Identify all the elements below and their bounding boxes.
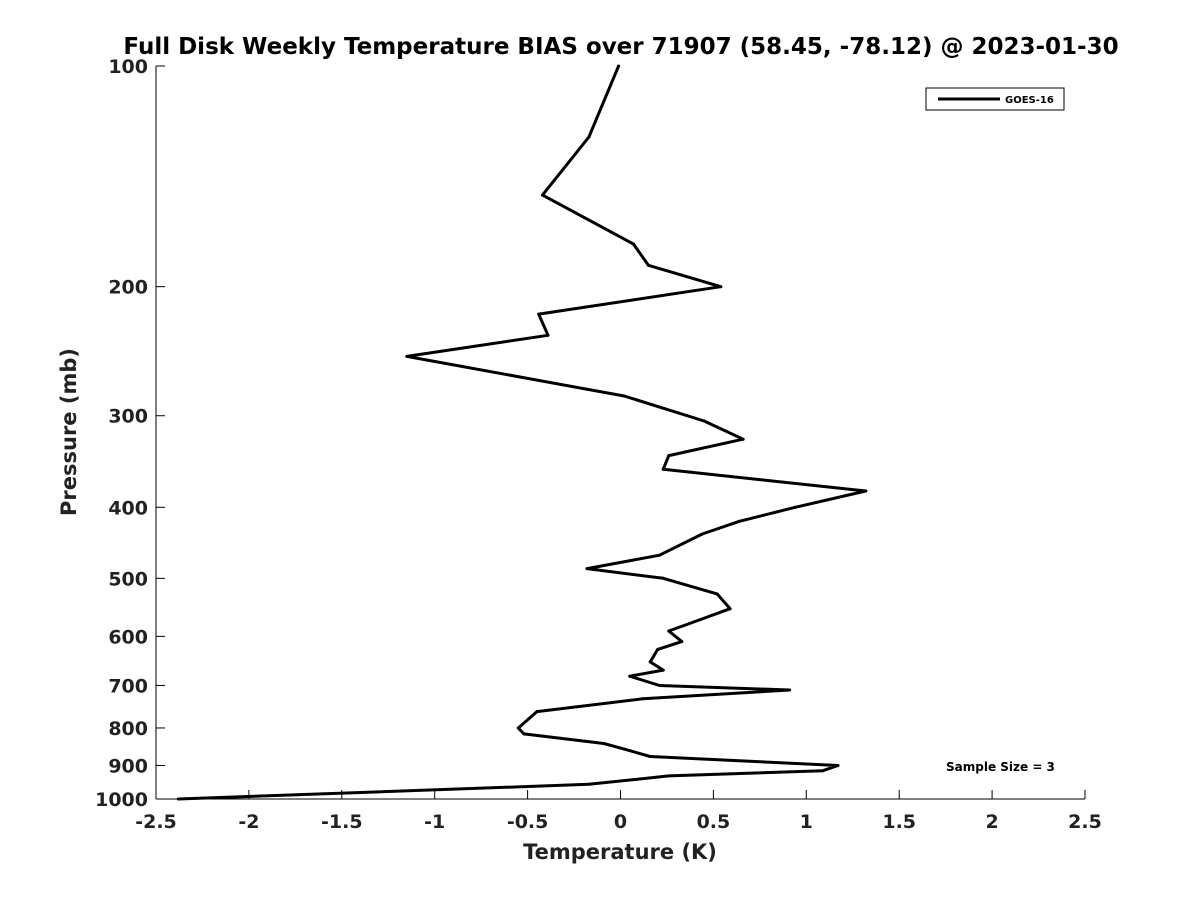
y-tick-label: 500: [108, 568, 148, 590]
y-tick-label: 100: [108, 56, 148, 78]
data-point: [405, 354, 409, 358]
x-ticks: -2.5 -2 -1.5 -1 -0.5 0 0.5 1 1.5 2 2.5: [135, 790, 1102, 833]
series-line-goes16: [178, 65, 868, 801]
x-tick-label: 2: [985, 811, 998, 833]
data-point: [646, 263, 650, 267]
data-point: [585, 567, 589, 571]
x-tick-label: -1: [424, 811, 445, 833]
data-point: [667, 629, 671, 633]
x-tick-label: 0: [614, 811, 627, 833]
x-tick-label: 0.5: [697, 811, 731, 833]
data-point: [680, 640, 684, 644]
data-point: [587, 135, 591, 139]
data-point: [617, 64, 621, 68]
data-point: [702, 419, 706, 423]
data-point: [715, 592, 719, 596]
y-tick-label: 200: [108, 277, 148, 299]
data-point: [661, 668, 665, 672]
x-tick-label: -1.5: [321, 811, 363, 833]
y-tick-label: 1000: [95, 789, 148, 811]
data-point: [648, 660, 652, 664]
data-point: [656, 647, 660, 651]
sample-size-annotation: Sample Size = 3: [946, 760, 1055, 774]
data-point: [737, 519, 741, 523]
x-tick-label: -2.5: [135, 811, 177, 833]
data-point: [700, 617, 704, 621]
legend: GOES-16: [925, 87, 1065, 111]
data-point: [667, 454, 671, 458]
y-tick-label: 400: [108, 497, 148, 519]
data-point: [661, 467, 665, 471]
data-point: [522, 732, 526, 736]
data-point: [587, 782, 591, 786]
y-tick-label: 300: [108, 406, 148, 428]
data-point: [176, 797, 180, 801]
data-point: [641, 697, 645, 701]
data-point: [516, 726, 520, 730]
data-point: [788, 688, 792, 692]
y-ticks: 100 200 300 400 500 600 700 800 900 1000: [95, 56, 165, 811]
data-point: [546, 333, 550, 337]
y-tick-label: 800: [108, 718, 148, 740]
y-tick-label: 600: [108, 626, 148, 648]
data-point: [541, 193, 544, 197]
y-tick-label: 700: [108, 675, 148, 697]
y-tick-label: 900: [108, 755, 148, 777]
data-point: [728, 607, 732, 611]
y-axis-label: Pressure (mb): [57, 348, 81, 516]
data-point: [741, 437, 745, 441]
data-point: [836, 764, 840, 767]
data-point: [793, 505, 797, 509]
data-point: [632, 242, 635, 246]
data-points: [176, 64, 868, 801]
data-point: [821, 769, 825, 773]
data-point: [864, 489, 868, 493]
data-point: [661, 576, 665, 580]
data-point: [602, 742, 606, 745]
data-point: [622, 394, 626, 398]
data-point: [658, 684, 661, 687]
chart-title: Full Disk Weekly Temperature BIAS over 7…: [123, 34, 1118, 60]
data-point: [658, 553, 661, 557]
data-point: [535, 710, 539, 714]
x-tick-label: 2.5: [1068, 811, 1102, 833]
data-point: [628, 674, 632, 678]
legend-label-goes16: GOES-16: [1005, 95, 1054, 106]
data-point: [700, 532, 704, 536]
x-tick-label: -2: [238, 811, 259, 833]
data-point: [622, 747, 626, 751]
data-point: [648, 755, 652, 758]
data-point: [537, 312, 541, 316]
x-tick-label: -0.5: [507, 811, 549, 833]
x-tick-label: 1: [800, 811, 813, 833]
x-axis-label: Temperature (K): [523, 840, 717, 864]
x-tick-label: 1.5: [882, 811, 916, 833]
data-point: [667, 774, 671, 778]
data-point: [719, 285, 723, 289]
